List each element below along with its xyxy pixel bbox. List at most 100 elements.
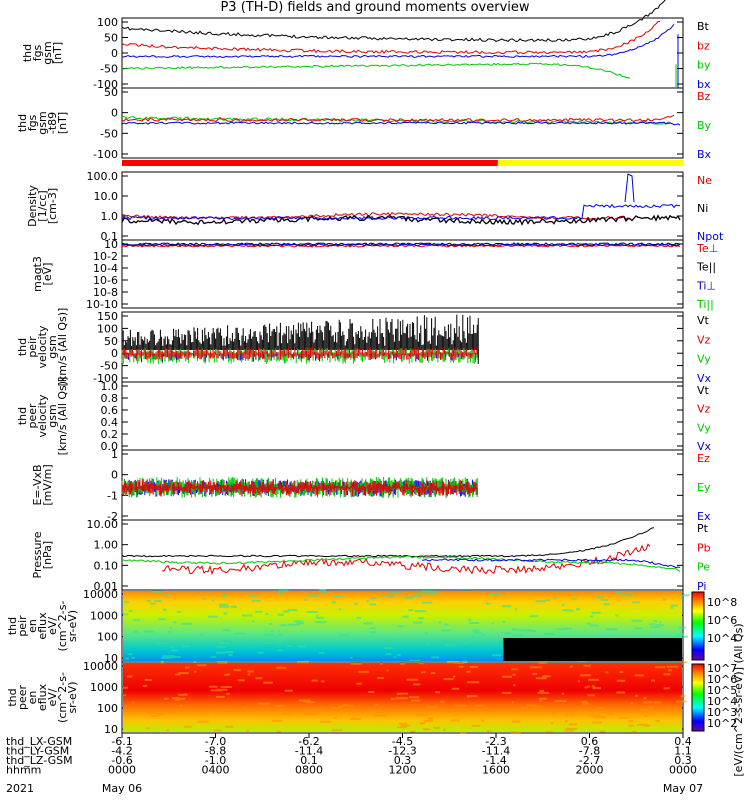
x-row-value: -4.5 bbox=[392, 735, 413, 748]
panel-7-ytick-label: -2 bbox=[107, 510, 118, 523]
panel-3-ytick-label: 100.0 bbox=[87, 170, 119, 183]
panel-1-ylabel-line: gsm bbox=[41, 41, 54, 64]
panel-4-frame bbox=[121, 239, 684, 309]
panel-7-ytick-label: 0 bbox=[111, 469, 118, 482]
panel-10-ytick-label: 10 bbox=[104, 723, 118, 736]
panel-6-ylabel-line: peer bbox=[26, 403, 39, 429]
x-row-value: -2.3 bbox=[485, 735, 506, 748]
panel-6-ytick-label: 0.4 bbox=[101, 416, 119, 429]
panel-4-ylabel-line: [eV] bbox=[41, 263, 54, 286]
panel-2-ylabel-line: [nT] bbox=[56, 112, 69, 134]
legend-by-label: By bbox=[697, 119, 712, 132]
panel-3-ylabel: Density[1/cc][cm-3] bbox=[26, 185, 59, 227]
legend-vy-label: Vy bbox=[697, 353, 711, 366]
x-row-value: -6.2 bbox=[298, 735, 319, 748]
legend-ey-label: Ey bbox=[697, 481, 711, 494]
legend-vy-label: Vy bbox=[697, 421, 711, 434]
npot-spike bbox=[624, 173, 635, 203]
panel-8-ytick-label: 0.01 bbox=[94, 580, 119, 593]
legend-ti-label: Ti⊥ bbox=[696, 279, 716, 292]
x-row-value: 1600 bbox=[482, 764, 510, 777]
x-row-value: 1200 bbox=[389, 764, 417, 777]
panel-8-ytick-label: 0.10 bbox=[94, 559, 119, 572]
ion-colorbar-tick: 10^8 bbox=[707, 596, 737, 609]
electron-colorbar-tick: 10^2 bbox=[707, 717, 737, 730]
panel-10-ylabel-line: thd bbox=[6, 688, 19, 706]
panel-6-ylabel-line: [km/s (All Qs)] bbox=[56, 377, 69, 456]
panel-4-ytick-label: 10 bbox=[104, 238, 118, 251]
panel-2-ytick-label: -100 bbox=[93, 148, 118, 161]
panel-1-ylabel-line: fgs bbox=[31, 44, 44, 61]
legend-ez-label: Ez bbox=[697, 452, 710, 465]
panel-10-ylabel-line: eflux bbox=[36, 683, 49, 711]
x-row-value: 0000 bbox=[108, 764, 136, 777]
panel-6-ytick-label: 0.8 bbox=[101, 392, 119, 405]
panel-6-ylabel-line: thd bbox=[16, 407, 29, 425]
x-row-value: 1.1 bbox=[674, 745, 692, 758]
panel-5-ytick-label: 0 bbox=[111, 347, 118, 360]
ez-trace bbox=[121, 480, 478, 496]
panel-10-ytick-label: 100 bbox=[97, 702, 118, 715]
x-row-value: 0.3 bbox=[394, 754, 412, 767]
panel-8-frame bbox=[121, 519, 684, 591]
ti-perp-line bbox=[121, 243, 681, 247]
x-row-value: -8.8 bbox=[205, 745, 226, 758]
x-date-label: May 07 bbox=[663, 782, 703, 795]
x-row-value: 0.4 bbox=[674, 735, 692, 748]
pi-line bbox=[421, 558, 681, 569]
panel-8-ylabel-line: Pressure bbox=[31, 531, 44, 578]
panel-6-ytick-label: 0.6 bbox=[101, 404, 119, 417]
panel-8-ytick-label: 10.00 bbox=[87, 518, 119, 531]
vt-trace bbox=[121, 314, 478, 350]
bt-line bbox=[121, 0, 666, 43]
panel-8-ylabel-line: [nPa] bbox=[41, 541, 54, 569]
electron-colorbar-tick: 10^5 bbox=[707, 684, 737, 697]
legend-pe-label: Pe bbox=[697, 561, 710, 574]
panel-6-ylabel-line: gsm bbox=[46, 404, 59, 427]
bx-line bbox=[121, 23, 675, 58]
electron-colorbar bbox=[691, 663, 705, 732]
x-row-label: thd_LY-GSM bbox=[6, 745, 69, 758]
ion-spectrogram-texture bbox=[122, 589, 690, 663]
pb-line bbox=[161, 543, 651, 576]
x-row-value: -1.0 bbox=[205, 754, 226, 767]
x-row-value: 0.1 bbox=[300, 754, 318, 767]
legend-vz-label: Vz bbox=[697, 403, 711, 416]
panel-2-ytick-label: 0 bbox=[111, 107, 118, 120]
legend-pb-label: Pb bbox=[697, 541, 711, 554]
legend-vx-label: Vx bbox=[697, 440, 712, 453]
panel-1-ylabel-line: [nT] bbox=[51, 42, 64, 64]
panel-4-ytick-label: 10-10 bbox=[86, 298, 118, 311]
x-year-label: 2021 bbox=[6, 782, 34, 795]
panel-9-ylabel-line: en bbox=[26, 619, 39, 633]
panel-3-ytick-label: 1.0 bbox=[101, 210, 119, 223]
legend-pi-label: Pi bbox=[697, 580, 706, 593]
legend-vz-label: Vz bbox=[697, 333, 711, 346]
panel-5-ylabel-line: peir bbox=[26, 336, 39, 358]
x-row-value: 0000 bbox=[669, 764, 697, 777]
x-row-value: 0.6 bbox=[581, 735, 599, 748]
panel-7-ytick-label: 1 bbox=[111, 448, 118, 461]
panel-2-ylabel-line: fgs bbox=[26, 114, 39, 131]
esa-mode-bar-yellow bbox=[497, 160, 683, 166]
panel-3-ylabel-line: [cm-3] bbox=[46, 188, 59, 224]
x-row-value: -7.0 bbox=[205, 735, 226, 748]
x-row-label: hhmm bbox=[6, 764, 41, 777]
electron-spectrogram-texture bbox=[122, 661, 687, 734]
panel-10-ylabel-line: sr-eV) bbox=[66, 681, 79, 713]
electron-colorbar-tick: 10^3 bbox=[707, 706, 737, 719]
panel-5-ylabel-line: [km/s (All Qs)] bbox=[56, 308, 69, 387]
panel-4-ytick-label: 10-8 bbox=[93, 286, 118, 299]
bz-line bbox=[121, 21, 660, 55]
panel-6-ytick-label: 1.0 bbox=[101, 380, 119, 393]
legend-bt-label: Bt bbox=[697, 20, 710, 33]
legend-ne-label: Ne bbox=[697, 174, 712, 187]
panel-4-ytick-label: 10-2 bbox=[93, 250, 118, 263]
x-row-value: -2.7 bbox=[579, 754, 600, 767]
